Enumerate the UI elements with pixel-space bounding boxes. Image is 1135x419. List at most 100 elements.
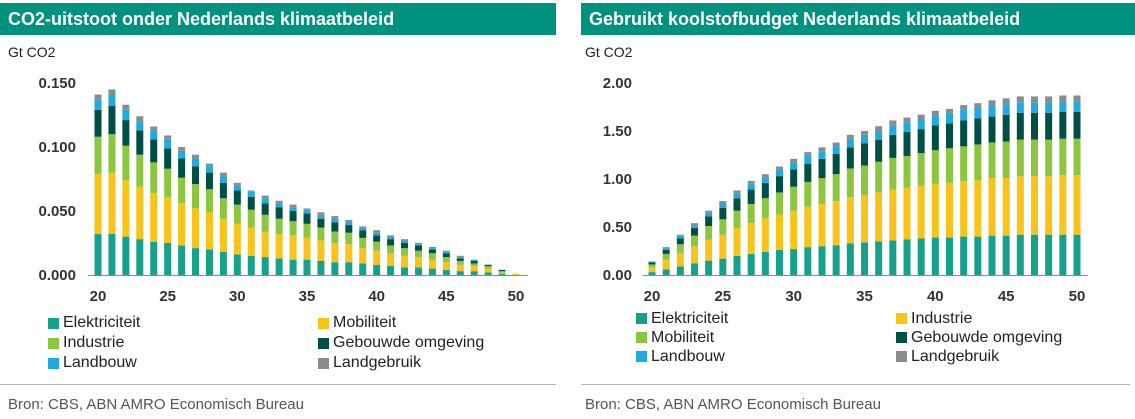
bar-stack-43 [974, 103, 982, 275]
bar-landbouw-46 [456, 257, 464, 259]
bar-gebouwde-omgeving-48 [1045, 112, 1053, 140]
bar-landbouw-21 [662, 248, 670, 251]
bar-elektriciteit-33 [275, 258, 283, 275]
bar-elektriciteit-36 [317, 260, 325, 275]
bar-gebouwde-omgeving-47 [470, 260, 478, 264]
bar-mobiliteit-25 [719, 219, 727, 235]
bar-landbouw-39 [359, 227, 367, 231]
bar-gebouwde-omgeving-23 [691, 227, 698, 236]
bar-elektriciteit-50 [1073, 234, 1081, 275]
bar-gebouwde-omgeving-21 [662, 250, 670, 254]
legend-swatch [636, 332, 647, 343]
bar-gebouwde-omgeving-34 [846, 147, 854, 169]
bar-landbouw-28 [761, 177, 769, 183]
bar-industrie-24 [705, 239, 713, 261]
legend-swatch [318, 357, 329, 369]
bar-mobiliteit-24 [705, 226, 713, 240]
x-tick-label: 25 [714, 288, 731, 305]
bar-landbouw-40 [373, 232, 381, 236]
bar-industrie-33 [275, 218, 283, 235]
bar-gebouwde-omgeving-26 [178, 158, 186, 178]
chart-title: Gebruikt koolstofbudget Nederlands klima… [589, 9, 1021, 29]
y-tick-label: 0.050 [38, 203, 76, 220]
chart-legend: Elektriciteit Mobiliteit Industrie Gebouwde… [48, 313, 518, 373]
bar-landgebruik-39 [917, 114, 925, 120]
bar-mobiliteit-34 [289, 235, 297, 260]
bar-landgebruik-38 [345, 219, 353, 222]
bar-gebouwde-omgeving-41 [387, 239, 395, 246]
bar-gebouwde-omgeving-37 [331, 222, 339, 232]
bar-landgebruik-45 [1002, 98, 1010, 105]
bar-elektriciteit-45 [442, 269, 450, 275]
bar-industrie-43 [414, 250, 422, 258]
bar-gebouwde-omgeving-45 [442, 253, 450, 258]
legend-item-mobiliteit: Mobiliteit [318, 313, 518, 333]
bar-stack-35 [303, 208, 311, 275]
bar-elektriciteit-26 [733, 255, 741, 275]
bar-stack-29 [219, 172, 227, 275]
bar-gebouwde-omgeving-49 [1059, 111, 1067, 139]
bar-landgebruik-50 [1073, 95, 1081, 102]
bar-gebouwde-omgeving-29 [776, 176, 783, 193]
bar-mobiliteit-43 [974, 144, 982, 180]
bar-elektriciteit-21 [662, 269, 670, 275]
bar-landbouw-40 [931, 115, 939, 126]
legend-item-landgebruik: Landgebruik [318, 353, 518, 373]
bar-stack-40 [373, 230, 381, 275]
bar-industrie-39 [359, 237, 367, 249]
bar-elektriciteit-49 [1059, 234, 1067, 275]
bar-industrie-41 [946, 182, 953, 238]
bar-landgebruik-27 [747, 180, 755, 184]
bar-landbouw-47 [470, 259, 478, 261]
bar-gebouwde-omgeving-26 [733, 198, 741, 211]
bar-mobiliteit-44 [428, 259, 436, 269]
bar-landgebruik-46 [1016, 96, 1024, 103]
bar-industrie-20 [94, 136, 102, 174]
bar-stack-26 [178, 147, 186, 275]
bar-landbouw-48 [1045, 102, 1053, 113]
bar-elektriciteit-43 [974, 236, 982, 275]
bar-industrie-42 [960, 180, 968, 237]
bar-gebouwde-omgeving-44 [988, 116, 996, 143]
legend-label: Elektriciteit [651, 309, 729, 327]
bar-industrie-38 [345, 232, 353, 245]
bar-industrie-28 [205, 189, 213, 213]
bar-landgebruik-21 [108, 89, 116, 95]
bar-elektriciteit-22 [676, 266, 684, 275]
bar-mobiliteit-26 [733, 210, 741, 228]
bar-mobiliteit-38 [345, 244, 353, 263]
bar-industrie-22 [122, 145, 130, 181]
bar-industrie-45 [1002, 178, 1010, 236]
bar-elektriciteit-41 [946, 237, 953, 275]
y-axis-unit-label: Gt CO2 [585, 44, 633, 60]
bar-industrie-44 [988, 178, 996, 236]
bar-mobiliteit-40 [931, 150, 939, 184]
bar-elektriciteit-32 [261, 257, 269, 275]
bar-gebouwde-omgeving-37 [889, 134, 897, 158]
legend-item-elektriciteit: Elektriciteit [48, 313, 318, 333]
bar-industrie-36 [317, 227, 325, 241]
bar-elektriciteit-31 [247, 255, 255, 275]
bar-landgebruik-38 [903, 117, 911, 123]
bar-stack-24 [150, 126, 158, 275]
bar-mobiliteit-47 [470, 266, 478, 272]
bar-landbouw-37 [889, 125, 897, 135]
bar-elektriciteit-48 [484, 272, 492, 275]
bar-landgebruik-44 [988, 100, 996, 107]
bar-landbouw-33 [275, 203, 283, 208]
bar-landgebruik-21 [662, 247, 670, 249]
bar-landbouw-31 [247, 191, 255, 197]
bar-stack-28 [761, 174, 769, 275]
bar-gebouwde-omgeving-46 [1016, 112, 1024, 140]
bar-landbouw-26 [733, 193, 741, 199]
bar-landbouw-34 [289, 207, 297, 211]
bar-landbouw-24 [150, 130, 158, 140]
bar-industrie-25 [719, 234, 727, 259]
bar-landbouw-23 [691, 225, 698, 228]
bar-landgebruik-42 [960, 105, 968, 110]
bar-industrie-47 [470, 263, 478, 267]
bar-elektriciteit-36 [875, 241, 883, 275]
bar-industrie-31 [247, 209, 255, 228]
bar-landbouw-44 [428, 248, 436, 250]
bar-landgebruik-40 [931, 110, 939, 116]
